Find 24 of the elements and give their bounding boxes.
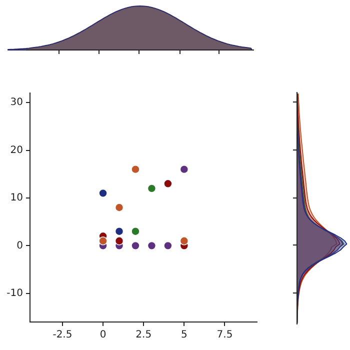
point [164,179,172,188]
point [180,236,189,246]
x-tick-label: 5 [180,330,188,341]
point [114,236,124,246]
x-tick-label: 7.5 [216,330,233,341]
y-tick-label: 30 [10,97,23,108]
point [114,226,124,236]
x-tick-label: 2.5 [136,330,152,341]
point [131,241,140,250]
point [180,164,189,174]
point [131,226,140,236]
y-tick-label: 20 [10,144,23,156]
y-tick-label: -10 [6,288,23,299]
x-tick-label: 0 [100,330,106,341]
x-tick-label: -2.5 [52,330,72,341]
y-tick-label: 0 [16,240,23,252]
point [164,241,172,250]
point [114,203,124,212]
point [147,241,156,250]
point [98,236,108,246]
point [147,184,156,193]
y-tick-label: 10 [10,192,23,204]
point [98,188,108,198]
point [131,164,140,174]
